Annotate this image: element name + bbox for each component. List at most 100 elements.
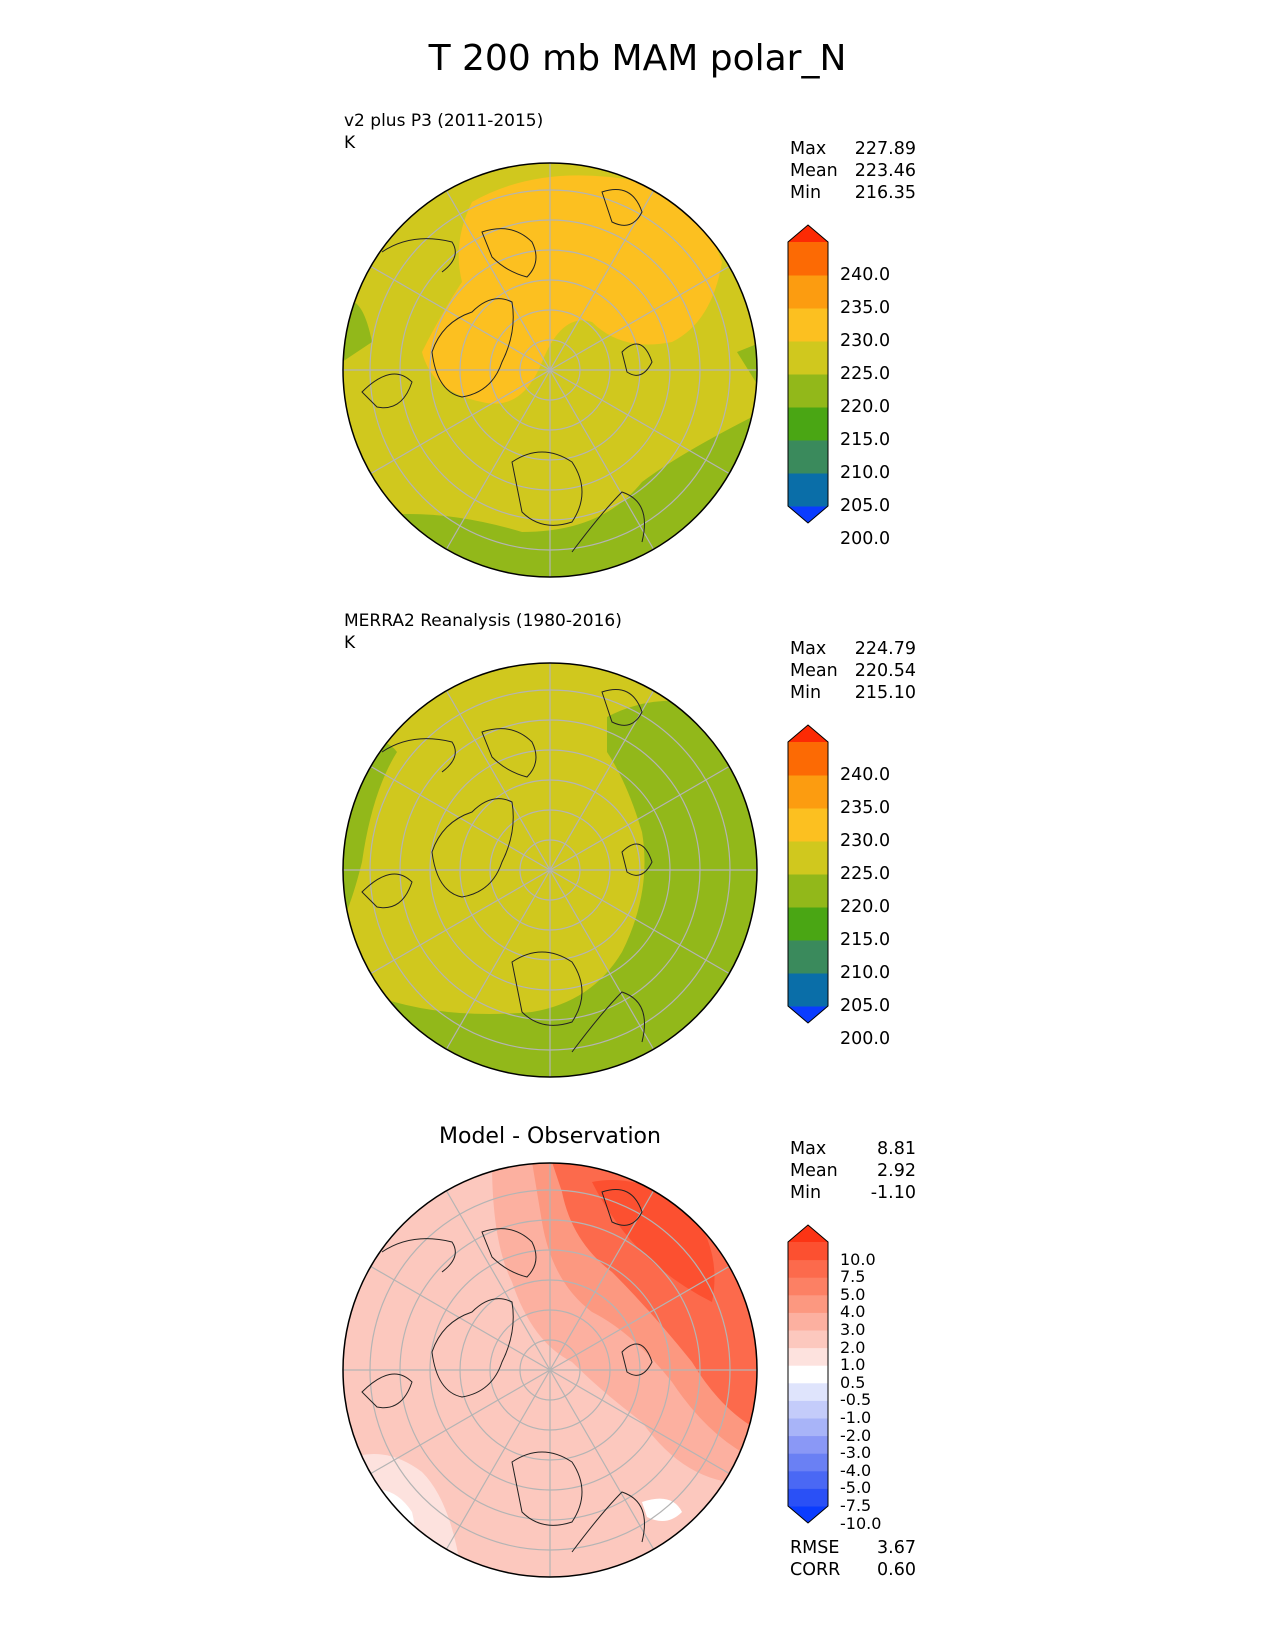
colorbar-tick-label: 230.0: [840, 331, 891, 351]
colorbar-segment: [788, 841, 828, 875]
colorbar-tick-label: 205.0: [840, 496, 891, 516]
stat-max: 224.79: [854, 639, 916, 659]
colorbar-tick-label: -7.5: [840, 1496, 872, 1515]
colorbar-tick-label: 205.0: [840, 996, 891, 1016]
colorbar-tick-label: 210.0: [840, 963, 891, 983]
stat-label: Max: [790, 1139, 827, 1159]
panel-units: K: [344, 633, 356, 653]
colorbar-extend-min: [788, 1006, 828, 1023]
colorbar-tick-label: 3.0: [840, 1320, 866, 1339]
stat-min: -1.10: [870, 1183, 916, 1203]
stat-label: RMSE: [790, 1538, 840, 1558]
colorbar-segment: [788, 242, 828, 276]
colorbar-segment: [788, 1294, 828, 1313]
colorbar-segment: [788, 1488, 828, 1507]
colorbar-tick-label: 5.0: [840, 1284, 866, 1304]
colorbar-extend-min: [788, 506, 828, 523]
panel-title: Model - Observation: [439, 1124, 661, 1149]
stat-label: Max: [790, 139, 827, 159]
colorbar-segment: [788, 1470, 828, 1489]
stat-label: Mean: [790, 661, 838, 681]
colorbar-tick-label: 240.0: [840, 765, 891, 785]
colorbar-segment: [788, 275, 828, 309]
stat-min: 216.35: [854, 183, 916, 203]
polar-map: [342, 162, 758, 578]
stat-max: 227.89: [854, 139, 916, 159]
stat-label: Mean: [790, 1161, 838, 1181]
panel-units: K: [344, 133, 356, 153]
colorbar-segment: [788, 874, 828, 908]
colorbar-tick-label: 215.0: [840, 430, 891, 450]
stats-box: Max 8.81 Mean 2.92 Min -1.10: [790, 1138, 916, 1204]
panel-model: v2 plus P3 (2011-2015) K: [0, 110, 1275, 610]
stat-mean: 223.46: [854, 161, 916, 181]
colorbar-segment: [788, 907, 828, 941]
colorbar-tick-label: -3.0: [840, 1443, 872, 1463]
colorbar-tick-label: 200.0: [840, 1029, 891, 1049]
colorbar-segment: [788, 308, 828, 342]
colorbar-segment: [788, 1435, 828, 1454]
colorbar-tick-label: 225.0: [840, 364, 891, 384]
colorbar-tick-label: 200.0: [840, 529, 891, 549]
colorbar-tick-label: 240.0: [840, 265, 891, 285]
colorbar-tick-label: 7.5: [840, 1267, 866, 1287]
colorbar: [787, 724, 829, 1024]
colorbar-tick-label: -0.5: [840, 1390, 872, 1410]
error-stats-box: RMSE 3.67 CORR 0.60: [790, 1537, 916, 1581]
colorbar-tick-label: 210.0: [840, 463, 891, 483]
colorbar-tick-label: 220.0: [840, 397, 891, 417]
colorbar-segment: [788, 808, 828, 842]
colorbar-extend-min: [788, 1506, 828, 1523]
colorbar-tick-label: 215.0: [840, 930, 891, 950]
colorbar-segment: [788, 473, 828, 507]
stat-rmse: 3.67: [877, 1538, 916, 1558]
panel-case-name: v2 plus P3 (2011-2015): [344, 111, 544, 131]
polar-map: [342, 662, 758, 1078]
colorbar-segment: [788, 1418, 828, 1437]
colorbar-segment: [788, 1365, 828, 1384]
colorbar: [787, 1224, 829, 1524]
stat-label: CORR: [790, 1560, 841, 1580]
colorbar-segment: [788, 1242, 828, 1261]
colorbar-tick-label: 0.5: [840, 1372, 866, 1392]
panel-case-name: MERRA2 Reanalysis (1980-2016): [344, 611, 622, 631]
colorbar-tick-label: 235.0: [840, 798, 891, 818]
colorbar-tick-label: 1.0: [840, 1355, 866, 1375]
colorbar-segment: [788, 1259, 828, 1278]
figure-title: T 200 mb MAM polar_N: [428, 38, 847, 79]
stat-label: Min: [790, 1183, 822, 1203]
colorbar-segment: [788, 1453, 828, 1472]
stats-box: Max 227.89 Mean 223.46 Min 216.35: [790, 138, 916, 204]
colorbar-segment: [788, 374, 828, 408]
colorbar-outline: [787, 1224, 829, 1524]
colorbar-segment: [788, 1312, 828, 1331]
colorbar-tick-label: 235.0: [840, 298, 891, 318]
panel-difference: Model - Observation: [0, 1110, 1275, 1610]
colorbar-segment: [788, 940, 828, 974]
colorbar-outline: [787, 224, 829, 524]
colorbar-segment: [788, 775, 828, 809]
colorbar-segment: [788, 341, 828, 375]
colorbar-tick-label: -4.0: [840, 1460, 872, 1480]
colorbar-segment: [788, 1382, 828, 1401]
stat-corr: 0.60: [877, 1560, 916, 1580]
colorbar-tick-label: -10.0: [840, 1513, 882, 1533]
colorbar-tick-label: 230.0: [840, 831, 891, 851]
colorbar-extend-max: [788, 225, 828, 242]
colorbar-tick-label: 220.0: [840, 897, 891, 917]
stat-label: Min: [790, 183, 822, 203]
stat-label: Mean: [790, 161, 838, 181]
colorbar-segment: [788, 440, 828, 474]
stat-max: 8.81: [877, 1139, 916, 1159]
colorbar-extend-max: [788, 725, 828, 742]
colorbar: [787, 224, 829, 524]
colorbar-tick-label: 225.0: [840, 864, 891, 884]
colorbar-tick-label: 4.0: [840, 1302, 866, 1322]
stat-min: 215.10: [854, 683, 916, 703]
colorbar-tick-label: 10.0: [840, 1249, 876, 1269]
colorbar-segment: [788, 1330, 828, 1349]
stat-mean: 220.54: [854, 661, 916, 681]
panel-title: v2 plus P3 (2011-2015) K: [344, 110, 543, 154]
colorbar-segment: [788, 1347, 828, 1366]
colorbar-segment: [788, 407, 828, 441]
